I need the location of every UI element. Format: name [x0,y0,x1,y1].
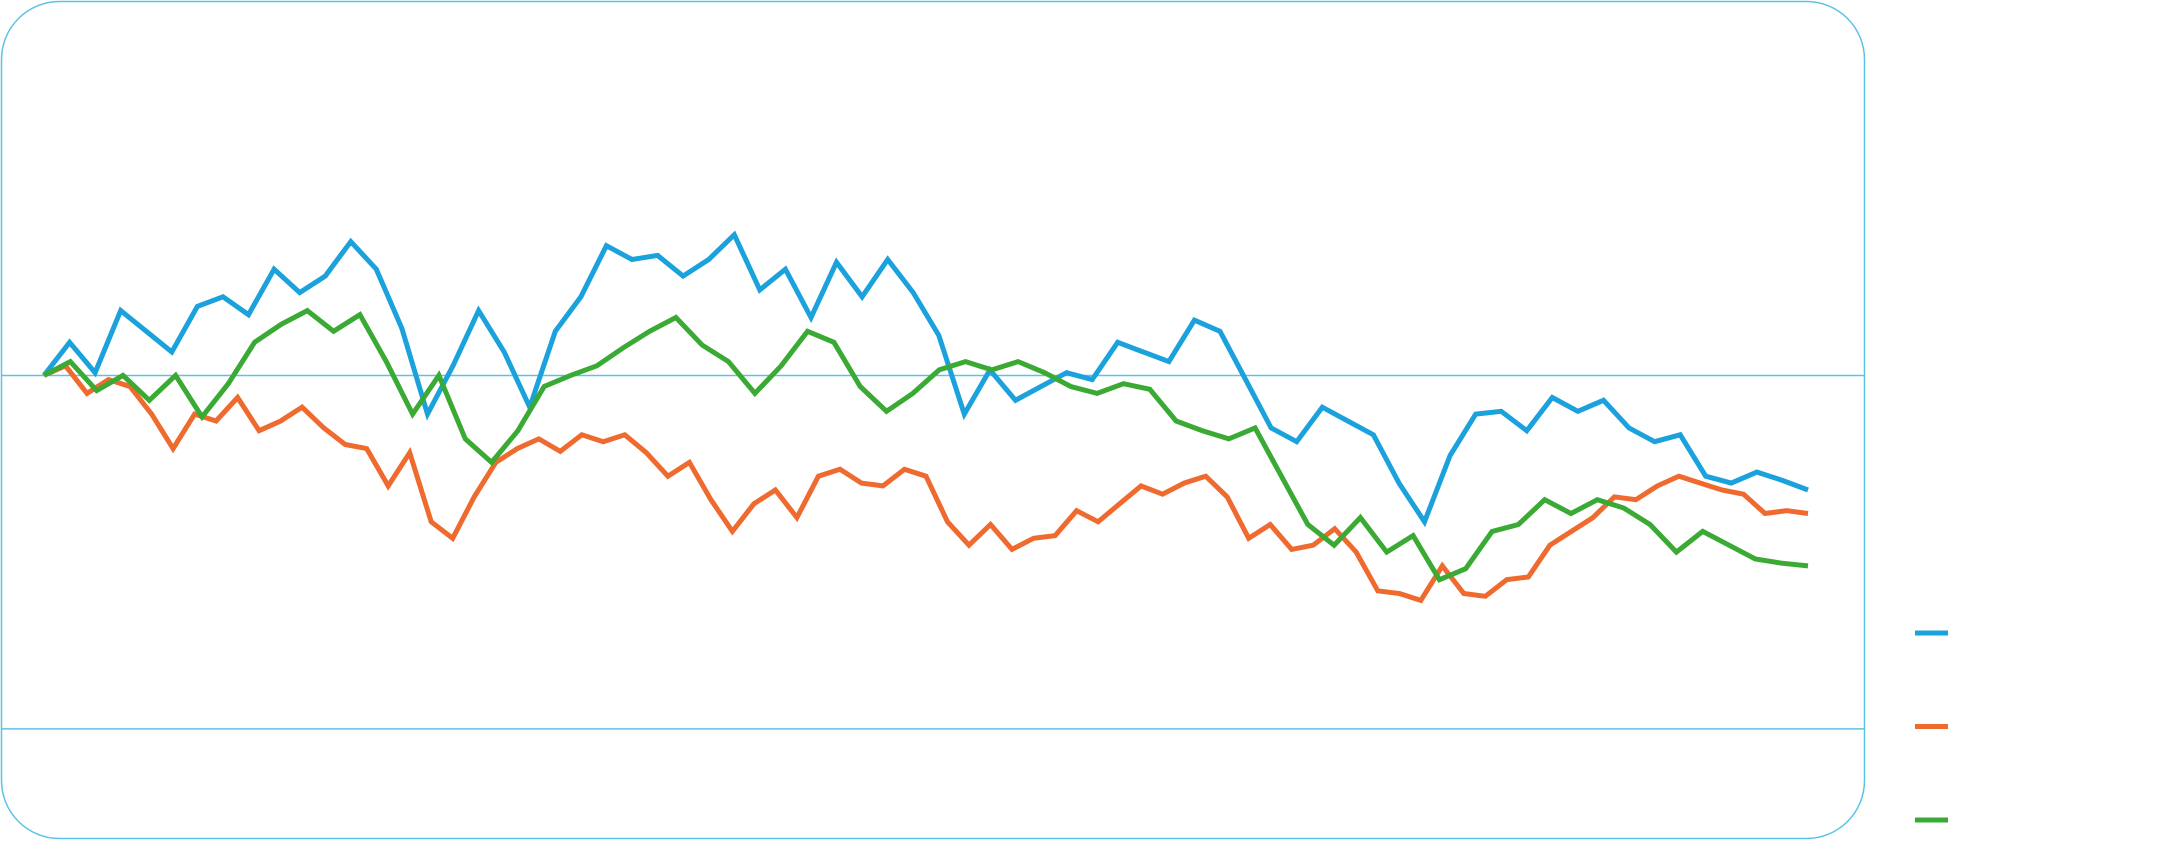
chart-frame [0,0,1866,840]
line-series [42,307,1809,583]
line-series [42,362,1809,604]
line-series [42,230,1809,528]
